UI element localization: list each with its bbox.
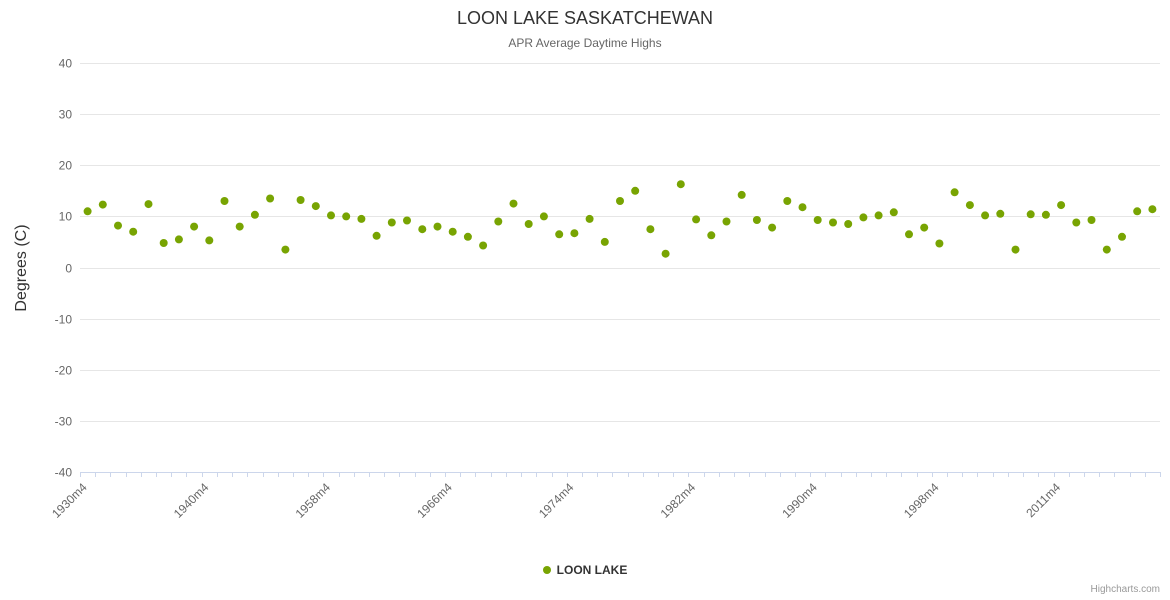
data-point[interactable] bbox=[1102, 245, 1111, 254]
data-point[interactable] bbox=[889, 208, 898, 217]
data-point[interactable] bbox=[965, 201, 974, 210]
data-point[interactable] bbox=[403, 216, 411, 225]
data-point[interactable] bbox=[463, 232, 472, 241]
x-axis-tick-label: 1958m4 bbox=[293, 480, 334, 521]
data-point[interactable] bbox=[752, 216, 761, 224]
data-point[interactable] bbox=[83, 207, 92, 216]
data-point[interactable] bbox=[935, 239, 944, 248]
x-axis-tick-label: 1974m4 bbox=[536, 480, 577, 521]
x-axis-tick-label: 1982m4 bbox=[658, 480, 699, 521]
data-point[interactable] bbox=[692, 215, 701, 224]
data-point[interactable] bbox=[296, 196, 305, 204]
data-point[interactable] bbox=[372, 231, 381, 240]
y-axis-tick-label: 40 bbox=[59, 57, 73, 71]
data-point[interactable] bbox=[783, 197, 792, 205]
x-axis-tick-label: 2011m4 bbox=[1023, 480, 1063, 520]
data-point[interactable] bbox=[311, 202, 320, 211]
data-point[interactable] bbox=[844, 220, 853, 228]
y-axis-tick-label: 0 bbox=[65, 262, 72, 276]
y-axis-tick-label: 30 bbox=[59, 108, 73, 122]
data-point[interactable] bbox=[220, 197, 229, 205]
y-axis-tick-label: -30 bbox=[55, 415, 73, 429]
data-point[interactable] bbox=[768, 223, 777, 232]
x-axis-tick-label: 1940m4 bbox=[171, 480, 212, 521]
data-point[interactable] bbox=[144, 200, 153, 209]
y-axis-tick-label: 20 bbox=[59, 159, 73, 173]
x-axis-tick-label: 1990m4 bbox=[779, 480, 820, 521]
data-point[interactable] bbox=[555, 230, 564, 239]
highcharts-credits-link[interactable]: Highcharts.com bbox=[1090, 584, 1160, 595]
data-point[interactable] bbox=[250, 210, 259, 219]
legend-item-loon-lake[interactable]: LOON LAKE bbox=[556, 563, 628, 577]
data-point[interactable] bbox=[327, 211, 335, 220]
data-point[interactable] bbox=[616, 197, 624, 205]
data-point[interactable] bbox=[448, 227, 457, 236]
data-point[interactable] bbox=[1087, 216, 1096, 224]
data-point[interactable] bbox=[920, 223, 929, 232]
data-point[interactable] bbox=[159, 239, 168, 247]
data-point[interactable] bbox=[737, 190, 746, 199]
data-point[interactable] bbox=[905, 230, 913, 239]
y-axis-tick-label: 10 bbox=[59, 210, 73, 224]
data-point[interactable] bbox=[1011, 245, 1020, 254]
data-point[interactable] bbox=[813, 216, 822, 224]
data-point[interactable] bbox=[950, 188, 959, 197]
data-point[interactable] bbox=[418, 225, 427, 234]
data-point[interactable] bbox=[357, 214, 366, 223]
data-point[interactable] bbox=[281, 245, 290, 254]
data-point[interactable] bbox=[676, 180, 685, 189]
data-point[interactable] bbox=[570, 229, 579, 238]
data-point[interactable] bbox=[205, 236, 214, 245]
data-point[interactable] bbox=[129, 227, 138, 236]
chart-title: LOON LAKE SASKATCHEWAN bbox=[456, 8, 714, 28]
data-point[interactable] bbox=[996, 209, 1005, 218]
data-point[interactable] bbox=[600, 237, 609, 246]
data-point[interactable] bbox=[266, 194, 275, 203]
data-point[interactable] bbox=[1057, 201, 1066, 210]
data-point[interactable] bbox=[631, 186, 640, 195]
data-point[interactable] bbox=[1148, 205, 1157, 214]
data-point[interactable] bbox=[661, 249, 670, 258]
data-point[interactable] bbox=[235, 222, 244, 231]
legend: LOON LAKE bbox=[0, 563, 1170, 577]
data-point[interactable] bbox=[707, 231, 716, 240]
data-point[interactable] bbox=[1072, 218, 1081, 227]
y-axis-tick-label: -20 bbox=[55, 364, 73, 378]
data-point[interactable] bbox=[174, 235, 183, 244]
data-point[interactable] bbox=[190, 222, 199, 231]
data-point[interactable] bbox=[798, 203, 807, 212]
data-point[interactable] bbox=[539, 212, 548, 221]
data-point[interactable] bbox=[1041, 210, 1050, 219]
data-point[interactable] bbox=[874, 211, 883, 220]
legend-marker-icon bbox=[542, 566, 551, 574]
x-axis-tick-label: 1930m4 bbox=[49, 480, 90, 521]
data-point[interactable] bbox=[1133, 207, 1142, 216]
data-point[interactable] bbox=[98, 200, 107, 209]
data-point[interactable] bbox=[646, 225, 655, 234]
data-point[interactable] bbox=[433, 222, 442, 231]
y-axis-tick-label: -40 bbox=[55, 466, 73, 480]
data-point[interactable] bbox=[479, 241, 488, 250]
y-axis-tick-label: -10 bbox=[55, 313, 73, 327]
data-point[interactable] bbox=[387, 218, 396, 227]
data-point[interactable] bbox=[342, 212, 351, 221]
x-axis-tick-label: 1998m4 bbox=[901, 480, 942, 521]
data-point[interactable] bbox=[859, 213, 868, 222]
data-point[interactable] bbox=[509, 199, 518, 208]
data-point[interactable] bbox=[494, 217, 503, 226]
data-point[interactable] bbox=[585, 214, 594, 223]
data-point[interactable] bbox=[1118, 232, 1126, 241]
data-point[interactable] bbox=[1026, 210, 1035, 219]
data-point[interactable] bbox=[981, 211, 990, 220]
data-point[interactable] bbox=[722, 217, 731, 226]
data-point[interactable] bbox=[524, 220, 533, 228]
data-point[interactable] bbox=[829, 218, 837, 227]
data-point[interactable] bbox=[114, 221, 122, 230]
x-axis-tick-label: 1966m4 bbox=[414, 480, 455, 521]
chart-subtitle: APR Average Daytime Highs bbox=[508, 36, 662, 50]
